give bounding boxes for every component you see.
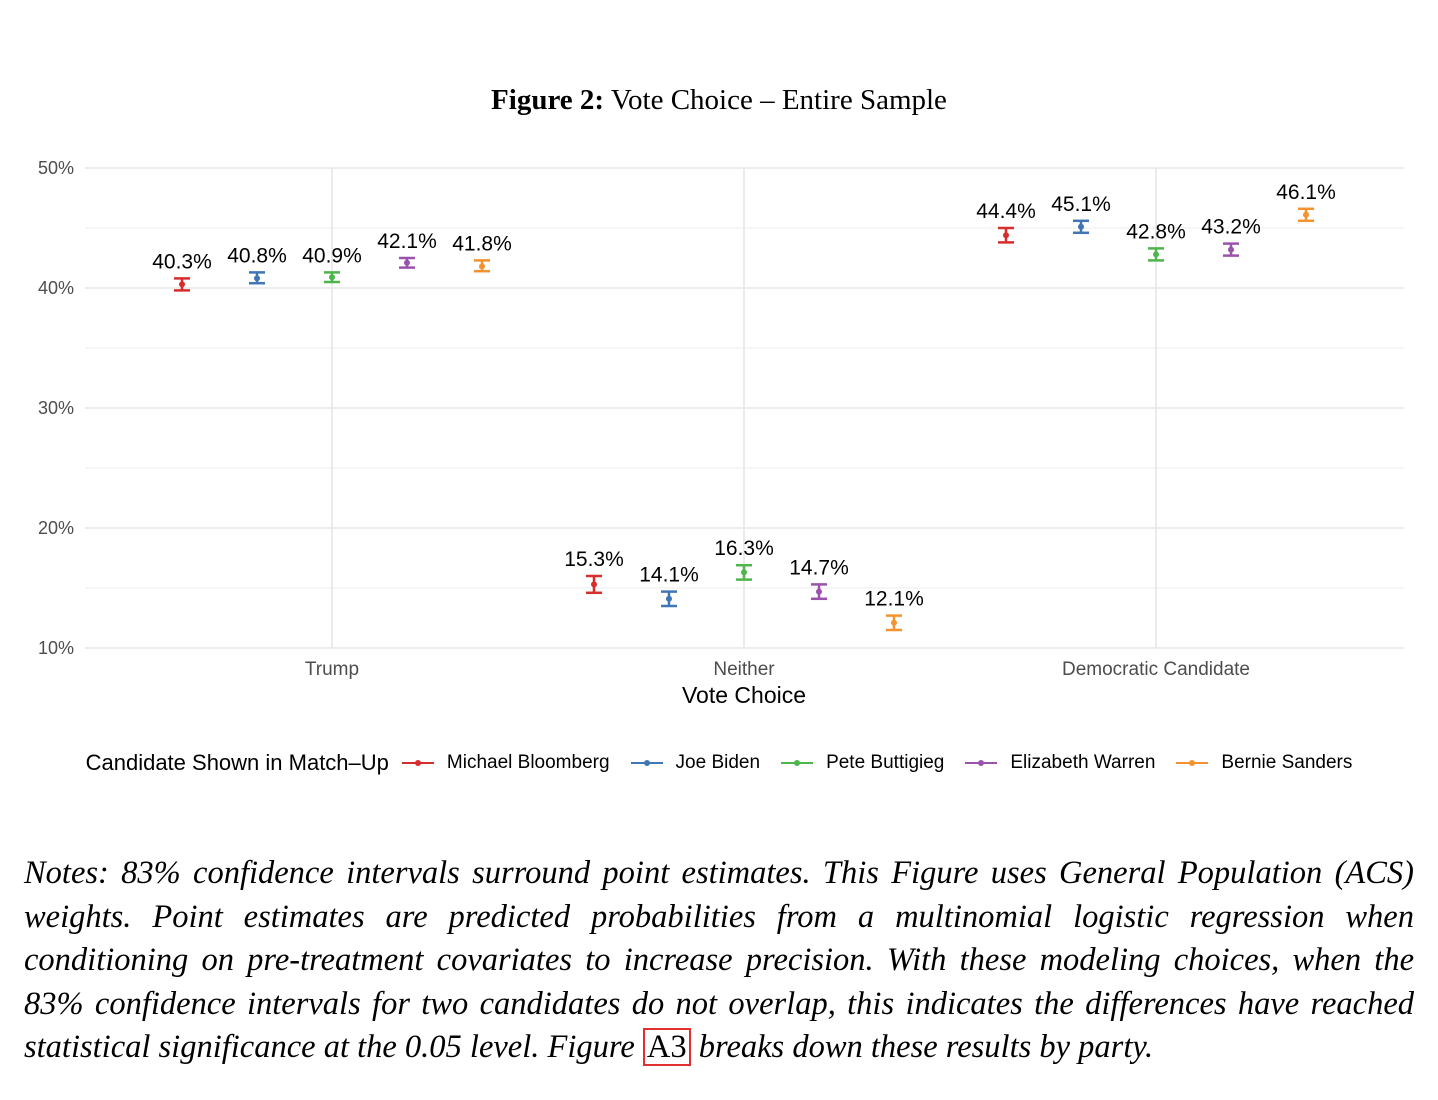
x-tick-label: Trump	[305, 659, 359, 680]
data-point	[404, 259, 410, 266]
legend-title: Candidate Shown in Match–Up	[85, 750, 389, 775]
notes-text-after: breaks down these results by party.	[690, 1029, 1154, 1065]
data-point	[329, 274, 335, 281]
data-label: 14.1%	[639, 564, 699, 587]
y-tick-label: 10%	[38, 638, 74, 658]
legend-key-icon	[965, 760, 998, 766]
data-point	[1228, 246, 1234, 253]
y-tick-label: 40%	[38, 278, 74, 298]
data-label: 45.1%	[1051, 193, 1111, 216]
legend-item: Michael Bloomberg	[401, 752, 610, 774]
notes-text-before: Notes: 83% confidence intervals surround…	[24, 855, 1414, 1065]
figure-notes: Notes: 83% confidence intervals surround…	[24, 852, 1414, 1070]
y-tick-label: 30%	[38, 398, 74, 418]
data-label: 14.7%	[789, 556, 849, 579]
data-point	[179, 281, 185, 288]
y-tick-label: 50%	[38, 158, 74, 178]
legend-label: Elizabeth Warren	[1010, 752, 1156, 773]
legend-items: Michael Bloomberg Joe Biden Pete Buttigieg…	[401, 752, 1352, 774]
legend-key-icon	[401, 760, 434, 766]
data-point	[741, 569, 747, 576]
x-tick-label: Neither	[713, 659, 775, 680]
legend-item: Pete Buttigieg	[780, 752, 944, 774]
data-point	[591, 581, 597, 588]
data-label: 40.9%	[302, 244, 362, 267]
legend-key-icon	[781, 760, 814, 766]
legend-key-icon	[1176, 760, 1209, 766]
data-label: 46.1%	[1276, 181, 1336, 204]
y-tick-label: 20%	[38, 518, 74, 538]
vote-choice-chart: 10% 20% 30% 40% 50% Trump Neither Democratic Ca…	[38, 158, 1404, 708]
legend-item: Bernie Sanders	[1175, 752, 1352, 774]
figure-title-text: Vote Choice – Entire Sample	[610, 84, 947, 116]
data-label: 40.8%	[227, 244, 287, 267]
data-point	[479, 263, 485, 270]
legend-label: Michael Bloomberg	[446, 752, 610, 773]
legend-item: Elizabeth Warren	[964, 752, 1155, 774]
data-label: 12.1%	[864, 588, 924, 611]
data-point	[1303, 211, 1309, 218]
data-label: 40.3%	[152, 250, 212, 273]
data-label: 44.4%	[976, 200, 1036, 223]
data-label: 43.2%	[1201, 216, 1261, 239]
x-tick-label: Democratic Candidate	[1062, 659, 1250, 680]
legend: Candidate Shown in Match–Up Michael Bloo…	[0, 746, 1438, 780]
figure-title: Figure 2: Vote Choice – Entire Sample	[0, 84, 1438, 117]
data-label: 16.3%	[714, 537, 774, 560]
data-point	[254, 275, 260, 282]
legend-key-icon	[630, 760, 663, 766]
data-label: 41.8%	[452, 232, 512, 255]
legend-item: Joe Biden	[630, 752, 761, 774]
figure-label: Figure 2:	[491, 84, 605, 116]
data-point	[1153, 251, 1159, 258]
data-point	[816, 588, 822, 595]
data-label: 15.3%	[564, 548, 624, 571]
data-point	[1003, 232, 1009, 239]
legend-label: Bernie Sanders	[1221, 752, 1353, 773]
legend-label: Joe Biden	[675, 752, 761, 773]
data-point	[891, 619, 897, 626]
x-axis-label: Vote Choice	[682, 682, 806, 708]
data-label: 42.1%	[377, 230, 437, 253]
data-point	[666, 595, 672, 602]
legend-label: Pete Buttigieg	[826, 752, 945, 773]
figure-reference-link[interactable]: A3	[642, 1028, 691, 1066]
data-label: 42.8%	[1126, 220, 1186, 243]
data-point	[1078, 223, 1084, 230]
